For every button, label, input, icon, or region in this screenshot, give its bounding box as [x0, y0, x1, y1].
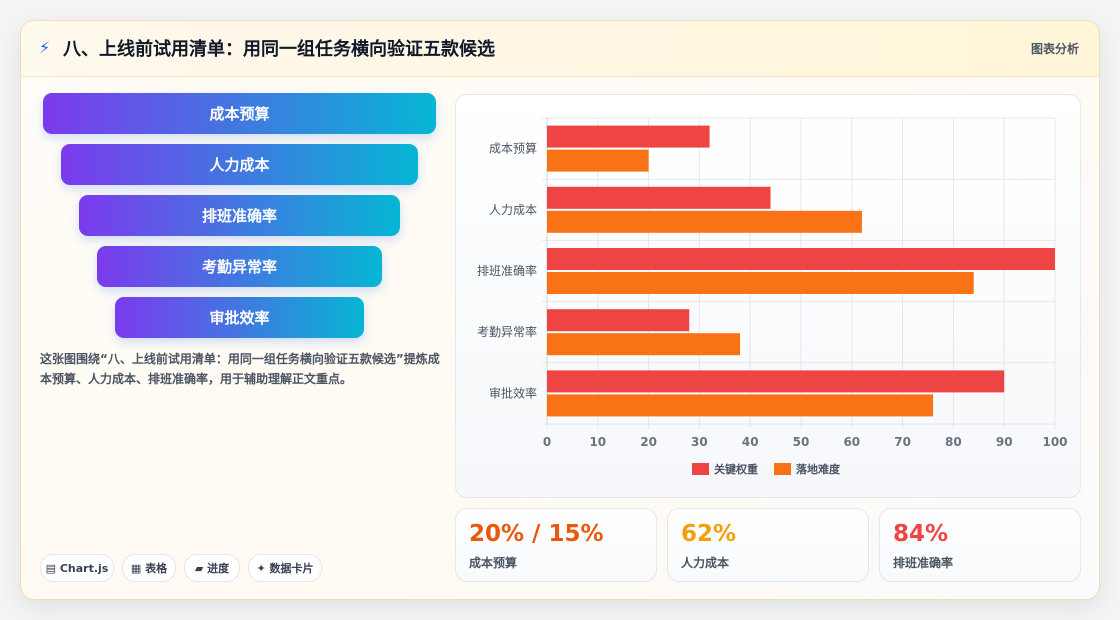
x-tick-label: 100 — [1042, 435, 1067, 449]
table-chip[interactable]: ▦ 表格 — [122, 554, 176, 582]
chart-analysis-tag: 图表分析 — [1030, 42, 1079, 56]
stat-label: 人力成本 — [681, 556, 730, 570]
stat-value: 84% — [893, 521, 949, 547]
legend-label: 关键权重 — [714, 462, 758, 476]
x-tick-label: 50 — [793, 435, 810, 449]
bar-chart-panel: 0 10 20 30 40 50 60 70 80 90 100 成本预算人力成本排班准确率考勤异常率… — [455, 94, 1081, 498]
y-tick-label: 考勤异常率 — [477, 324, 537, 339]
bar-key-weight — [547, 309, 690, 332]
bar-key-weight — [547, 370, 1005, 393]
x-tick-label: 70 — [894, 435, 911, 449]
funnel-level-label: 人力成本 — [209, 156, 270, 174]
x-tick-label: 30 — [691, 435, 708, 449]
header-bar: ⚡ 八、上线前试用清单：用同一组任务横向验证五款候选 图表分析 — [21, 21, 1099, 77]
x-tick-label: 90 — [996, 435, 1013, 449]
x-tick-label: 20 — [640, 435, 657, 449]
page-title: 八、上线前试用清单：用同一组任务横向验证五款候选 — [63, 39, 495, 60]
chartjs-chip[interactable]: ▤ Chart.js — [40, 554, 114, 582]
y-tick-label: 排班准确率 — [477, 263, 537, 278]
chart-description: 这张图围绕“八、上线前试用清单：用同一组任务横向验证五款候选”提炼成本预算、人力… — [40, 352, 440, 386]
stat-label: 成本预算 — [469, 556, 518, 570]
legend-swatch — [774, 463, 791, 475]
funnel-level-1: 成本预算 — [43, 93, 436, 134]
stat-label: 排班准确率 — [893, 556, 954, 570]
stat-card-3: 84% 排班准确率 — [879, 508, 1081, 582]
stat-value: 62% — [681, 521, 737, 547]
bar-key-weight — [547, 186, 771, 209]
report-card: ⚡ 八、上线前试用清单：用同一组任务横向验证五款候选 图表分析 成本预算 人力成… — [20, 20, 1100, 600]
bar-chart: 0 10 20 30 40 50 60 70 80 90 100 成本预算人力成本排班准确率考勤异常率… — [477, 117, 1068, 476]
x-tick-label: 80 — [945, 435, 962, 449]
bar-difficulty — [547, 333, 741, 356]
bar-key-weight — [547, 125, 710, 148]
lightning-icon: ⚡ — [39, 38, 51, 57]
funnel-level-4: 考勤异常率 — [97, 246, 382, 287]
bar-difficulty — [547, 272, 974, 294]
funnel-level-2: 人力成本 — [61, 144, 418, 185]
bar-key-weight — [547, 248, 1055, 270]
stat-card-1: 20% / 15% 成本预算 — [455, 508, 657, 582]
x-tick-label: 40 — [742, 435, 759, 449]
funnel-level-3: 排班准确率 — [79, 195, 400, 236]
legend-swatch — [692, 463, 709, 475]
funnel-level-5: 审批效率 — [115, 297, 364, 338]
funnel-level-label: 考勤异常率 — [201, 258, 277, 276]
progress-chip[interactable]: ▰ 进度 — [184, 554, 240, 582]
stat-card-2: 62% 人力成本 — [667, 508, 869, 582]
funnel-level-label: 成本预算 — [209, 105, 270, 123]
x-tick-label: 10 — [589, 435, 606, 449]
bar-difficulty — [547, 149, 649, 172]
x-tick-label: 0 — [543, 435, 551, 449]
data-card-chip[interactable]: ✦ 数据卡片 — [248, 554, 322, 582]
funnel-level-label: 排班准确率 — [201, 207, 277, 225]
bar-difficulty — [547, 394, 934, 417]
stat-value: 20% / 15% — [469, 521, 604, 547]
y-tick-label: 成本预算 — [489, 141, 537, 156]
y-tick-label: 人力成本 — [489, 203, 537, 217]
legend-label: 落地难度 — [796, 462, 841, 476]
funnel-level-label: 审批效率 — [209, 309, 270, 327]
bar-difficulty — [547, 210, 862, 233]
y-tick-label: 审批效率 — [489, 385, 537, 400]
x-tick-label: 60 — [843, 435, 860, 449]
